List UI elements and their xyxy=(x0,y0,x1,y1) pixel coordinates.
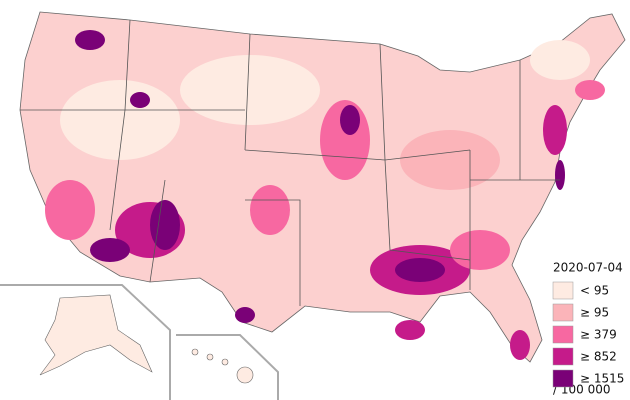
legend: 2020-07-04 / 100 000 < 95≥ 95≥ 379≥ 852≥… xyxy=(552,261,624,397)
hawaii-inset-frame xyxy=(176,334,279,400)
alaska-inset-frame xyxy=(0,284,171,400)
legend-swatch xyxy=(552,325,574,344)
legend-swatch xyxy=(552,369,574,388)
legend-swatch xyxy=(552,347,574,366)
legend-label: ≥ 379 xyxy=(580,328,617,342)
legend-label: ≥ 1515 xyxy=(580,372,624,386)
legend-swatch xyxy=(552,303,574,322)
legend-label: ≥ 95 xyxy=(580,306,609,320)
county-clusters xyxy=(45,30,605,360)
legend-label: < 95 xyxy=(580,284,609,298)
state-borders xyxy=(20,19,560,306)
legend-swatch xyxy=(552,281,574,300)
legend-label: ≥ 852 xyxy=(580,350,617,364)
legend-date: 2020-07-04 xyxy=(553,261,623,275)
alaska xyxy=(39,294,153,376)
hawaii xyxy=(191,348,254,384)
